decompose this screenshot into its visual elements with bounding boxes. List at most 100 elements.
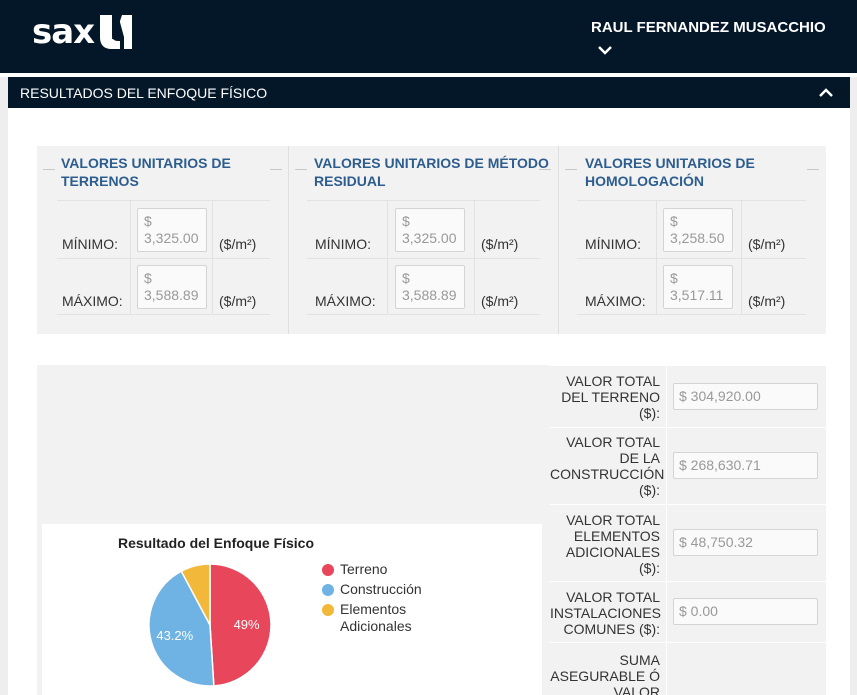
input-value: 3,325.00 [402,230,457,246]
max-label: MÁXIMO: [315,293,376,309]
pie-slice-construcci-n[interactable] [148,570,215,687]
pie-slice-elementos-adicionales[interactable] [180,563,211,626]
column-separator [558,146,559,334]
cell-divider [666,582,667,643]
unit-label: ($/m²) [748,236,786,252]
input-value: 3,588.89 [144,287,199,303]
row-divider [577,258,806,259]
pie-chart: 49% 43.2% [148,563,272,687]
pie-slice-terreno[interactable] [209,563,272,687]
row-divider [57,200,270,201]
max-label: MÁXIMO: [585,293,646,309]
left-gutter [0,77,8,695]
row-divider [307,200,540,201]
title-dash [295,169,307,170]
max-residual-input[interactable]: $ 3,588.89 [395,265,465,309]
min-residual-input[interactable]: $ 3,325.00 [395,208,465,252]
column-title-line: VALORES UNITARIOS DE [585,155,755,171]
unit-label: ($/m²) [219,236,257,252]
label-line: COMUNES ($): [563,621,660,637]
min-homologacion-input[interactable]: $ 3,258.50 [663,208,733,252]
label-line: CONSTRUCCIÓN [550,466,665,482]
legend-label: Construcción [340,581,422,598]
legend-label: Terreno [340,561,387,578]
title-dash [43,169,55,170]
label-line: VALOR TOTAL [566,434,660,450]
table-row: VALOR TOTAL DEL TERRENO ($): $ 304,920.0… [550,365,826,428]
label-line: VALOR TOTAL [566,373,660,389]
unit-label: ($/m²) [481,293,519,309]
column-title-line: RESIDUAL [314,173,386,189]
total-elementos-label: VALOR TOTAL ELEMENTOS ADICIONALES ($): [550,512,666,576]
label-line: VALOR TOTAL [566,589,660,605]
max-label: MÁXIMO: [62,293,123,309]
cell-divider [666,366,667,428]
table-row: VALOR TOTAL INSTALACIONES COMUNES ($): $… [550,581,826,643]
unit-values-panel: VALORES UNITARIOS DE TERRENOS MÍNIMO: $ … [37,146,826,334]
logo-text: sax [32,12,95,52]
min-label: MÍNIMO: [62,236,118,252]
label-line: ($): [639,560,660,576]
cell-divider [474,200,475,315]
totals-table: VALOR TOTAL DEL TERRENO ($): $ 304,920.0… [550,365,826,695]
label-line: ($): [639,482,660,498]
cell-divider [666,428,667,505]
currency-sign: $ [670,213,678,229]
input-value: 3,517.11 [670,287,724,303]
sax-logo[interactable]: sax [32,12,133,52]
table-row: VALOR TOTAL DE LA CONSTRUCCIÓN ($): $ 26… [550,427,826,505]
row-divider [307,314,540,315]
label-line: SUMA [619,652,660,668]
min-terrenos-input[interactable]: $ 3,325.00 [137,208,207,252]
legend-swatch [322,584,334,596]
label-line: DEL TERRENO [561,389,660,405]
title-dash [270,169,282,170]
column-title-line: VALORES UNITARIOS DE MÉTODO [314,155,549,171]
total-terreno-input[interactable]: $ 304,920.00 [673,383,818,410]
min-label: MÍNIMO: [585,236,641,252]
column-title: VALORES UNITARIOS DE TERRENOS [61,154,231,190]
label-line: ADICIONALES [565,544,660,560]
section-title: RESULTADOS DEL ENFOQUE FÍSICO [20,85,268,101]
unit-column-residual: VALORES UNITARIOS DE MÉTODO RESIDUAL MÍN… [289,146,558,334]
right-gutter [850,77,857,695]
currency-sign: $ [402,270,410,286]
header-gap [0,73,857,77]
total-elementos-input[interactable]: $ 48,750.32 [673,529,818,556]
top-navbar: sax RAUL FERNANDEZ MUSACCHIO [0,0,857,73]
total-instalaciones-input[interactable]: $ 0.00 [673,598,818,625]
input-value: 3,258.50 [670,230,725,246]
table-row: SUMA ASEGURABLE Ó VALOR [550,642,826,695]
row-divider [577,200,806,201]
user-name[interactable]: RAUL FERNANDEZ MUSACCHIO [591,19,826,36]
cell-divider [741,200,742,315]
legend-swatch [322,564,334,576]
total-construccion-label: VALOR TOTAL DE LA CONSTRUCCIÓN ($): [550,434,666,498]
total-construccion-input[interactable]: $ 268,630.71 [673,452,818,479]
column-title: VALORES UNITARIOS DE MÉTODO RESIDUAL [314,154,549,190]
pie-data-label: 43.2% [156,628,193,643]
column-title-line: HOMOLOGACIÓN [585,173,704,189]
legend-label-line: Adicionales [340,618,412,634]
max-homologacion-input[interactable]: $ 3,517.11 [663,265,733,309]
unit-label: ($/m²) [748,293,786,309]
title-dash [565,169,577,170]
currency-sign: $ [402,213,410,229]
title-dash [807,169,819,170]
logo-mark-icon [100,15,133,49]
cell-divider [212,200,213,315]
label-line: VALOR TOTAL [566,512,660,528]
label-line: DE LA [619,450,660,466]
title-dash [539,169,551,170]
table-row: VALOR TOTAL ELEMENTOS ADICIONALES ($): $… [550,504,826,582]
cell-divider [387,200,388,315]
section-header[interactable]: RESULTADOS DEL ENFOQUE FÍSICO [8,77,850,108]
max-terrenos-input[interactable]: $ 3,588.89 [137,265,207,309]
cell-divider [130,200,131,315]
column-title: VALORES UNITARIOS DE HOMOLOGACIÓN [585,154,755,190]
input-value: 3,325.00 [144,230,199,246]
suma-asegurable-label: SUMA ASEGURABLE Ó VALOR [550,652,666,695]
chevron-down-icon[interactable] [597,44,613,56]
chevron-up-icon[interactable] [818,86,834,98]
chart-card [42,524,542,695]
